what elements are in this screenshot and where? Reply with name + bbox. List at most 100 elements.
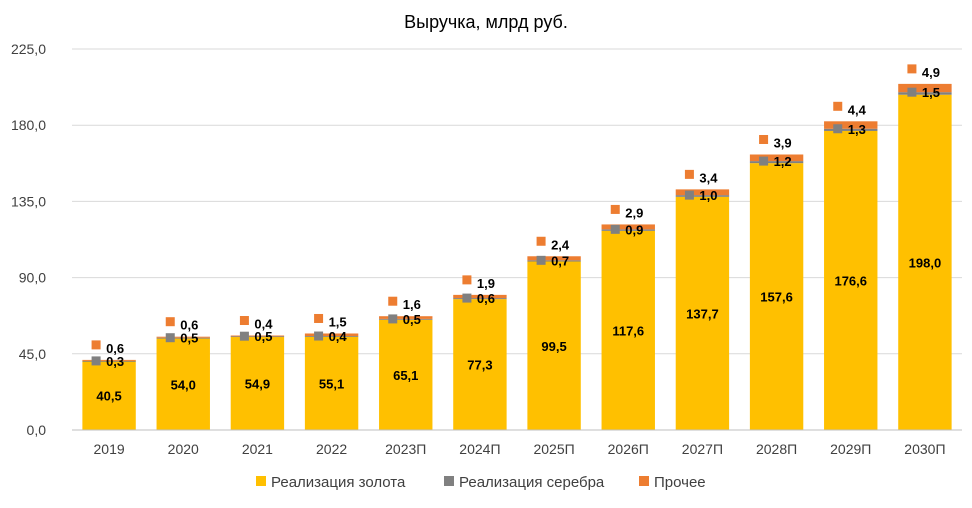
bar-silver: [453, 298, 507, 300]
marker-silver: [684, 190, 694, 200]
marker-other: [610, 204, 620, 214]
marker-other: [907, 64, 917, 74]
x-tick-label: 2022: [316, 441, 347, 457]
data-label-other: 1,5: [329, 314, 347, 329]
y-tick-label: 135,0: [11, 193, 46, 209]
bar-silver: [527, 260, 581, 262]
bar-other: [82, 359, 136, 361]
data-label-gold: 157,6: [760, 290, 793, 305]
bar-silver: [675, 195, 730, 197]
data-label-other: 2,4: [551, 237, 570, 252]
data-label-other: 4,4: [848, 102, 867, 117]
x-tick-label: 2021: [242, 441, 273, 457]
bar-other: [601, 224, 655, 230]
data-label-gold: 99,5: [541, 339, 566, 354]
bar-gold: [601, 230, 655, 430]
bar-gold: [453, 299, 507, 430]
x-tick-label: 2025П: [533, 441, 574, 457]
data-label-silver: 0,7: [551, 253, 569, 268]
legend-swatch: [444, 476, 454, 486]
bar-gold: [82, 361, 136, 430]
bar-other: [230, 335, 285, 337]
y-tick-label: 180,0: [11, 117, 46, 133]
data-label-silver: 0,6: [477, 291, 495, 306]
marker-silver: [462, 293, 472, 303]
bar-other: [379, 316, 433, 319]
marker-silver: [759, 156, 769, 166]
grid-layer: [72, 48, 962, 355]
x-tick-label: 2030П: [904, 441, 945, 457]
data-label-gold: 117,6: [612, 323, 644, 338]
bar-other: [824, 121, 878, 129]
marker-other: [833, 101, 843, 111]
data-label-other: 3,4: [699, 170, 718, 185]
x-tick-label: 2023П: [385, 441, 426, 457]
x-tick-label: 2024П: [459, 441, 500, 457]
y-tick-label: 90,0: [19, 270, 46, 286]
data-label-gold: 198,0: [909, 255, 942, 270]
data-label-silver: 0,5: [403, 312, 421, 327]
data-label-other: 4,9: [922, 65, 940, 80]
data-label-silver: 1,5: [922, 85, 940, 100]
bar-other: [453, 294, 507, 299]
bar-silver: [749, 161, 804, 164]
bar-silver: [156, 337, 210, 339]
data-label-silver: 0,4: [329, 329, 348, 344]
data-label-other: 1,6: [403, 297, 421, 312]
data-label-other: 0,6: [106, 341, 124, 356]
marker-other: [388, 296, 398, 306]
data-label-gold: 77,3: [467, 358, 492, 373]
legend-label: Прочее: [654, 474, 706, 491]
bar-other: [898, 83, 952, 93]
data-label-silver: 1,2: [774, 154, 792, 169]
legend-label: Реализация серебра: [459, 474, 605, 491]
data-label-gold: 54,0: [171, 377, 196, 392]
marker-other: [314, 313, 324, 323]
bar-gold: [898, 94, 952, 430]
data-label-other: 2,9: [625, 205, 643, 220]
data-label-gold: 54,9: [245, 377, 270, 392]
data-label-silver: 0,5: [180, 331, 198, 346]
x-tick-label: 2027П: [682, 441, 723, 457]
bar-gold: [379, 319, 433, 430]
bars-layer: 40,50,30,654,00,50,654,90,50,455,10,41,5…: [82, 64, 952, 430]
x-tick-label: 2019: [94, 441, 125, 457]
marker-other: [165, 317, 175, 327]
data-label-gold: 137,7: [686, 306, 719, 321]
marker-silver: [165, 333, 175, 343]
bar-other: [675, 189, 730, 196]
data-label-other: 0,4: [254, 317, 273, 332]
data-label-other: 3,9: [774, 135, 792, 150]
marker-silver: [833, 124, 843, 134]
marker-silver: [610, 224, 620, 234]
legend: Реализация золота Реализация серебра Проче…: [256, 474, 706, 491]
data-label-silver: 0,5: [254, 329, 272, 344]
x-tick-label: 2029П: [830, 441, 871, 457]
legend-swatch: [256, 476, 266, 486]
bar-silver: [379, 318, 433, 320]
chart-title: Выручка, млрд руб.: [404, 12, 568, 32]
x-tick-label: 2026П: [608, 441, 649, 457]
x-tick-label: 2020: [168, 441, 199, 457]
bar-gold: [156, 338, 210, 430]
bar-silver: [601, 229, 655, 231]
bar-other: [527, 256, 581, 261]
bar-silver: [304, 336, 359, 337]
legend-label: Реализация золота: [271, 474, 406, 491]
bar-silver: [82, 360, 136, 362]
marker-silver: [536, 255, 546, 265]
marker-other: [462, 275, 472, 285]
marker-other: [684, 169, 694, 179]
marker-silver: [388, 314, 398, 324]
bar-gold: [749, 163, 804, 430]
bar-silver: [898, 92, 952, 95]
data-label-gold: 55,1: [319, 376, 344, 391]
data-label-silver: 1,0: [699, 188, 717, 203]
data-label-gold: 40,5: [96, 389, 121, 404]
y-tick-label: 45,0: [19, 346, 46, 362]
bar-other: [304, 333, 359, 337]
marker-silver: [907, 87, 917, 97]
marker-silver: [239, 331, 249, 341]
